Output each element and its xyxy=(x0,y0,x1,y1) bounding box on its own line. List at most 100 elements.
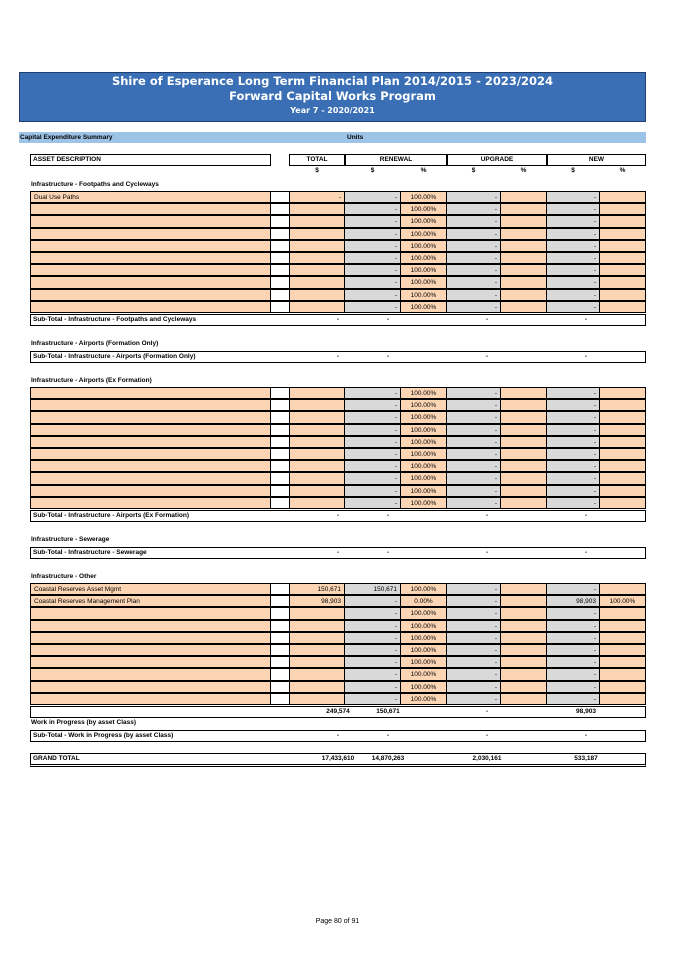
asset-description-cell xyxy=(30,472,271,485)
subtotal-row: 249,574 150,671 - 98,903 xyxy=(30,706,646,718)
upgrade-amount-cell: - xyxy=(447,484,500,497)
asset-description-cell xyxy=(30,252,271,265)
asset-description-cell xyxy=(30,399,271,412)
new-amount-cell: - xyxy=(547,583,599,596)
total-cell xyxy=(289,423,345,436)
upgrade-amount-cell: - xyxy=(447,276,500,289)
renewal-amount-cell: - xyxy=(345,595,400,608)
renewal-amount-cell: - xyxy=(345,399,400,412)
new-pct-cell: 100.00% xyxy=(599,595,646,608)
spacer-cell xyxy=(271,264,289,277)
upgrade-pct-cell xyxy=(500,496,547,509)
asset-description-cell xyxy=(30,227,271,240)
renewal-amount-cell: - xyxy=(345,411,400,424)
subtotal-renewal: - xyxy=(386,512,390,519)
upgrade-amount-cell: - xyxy=(447,399,500,412)
total-cell xyxy=(289,276,345,289)
subtotal-label: Sub-Total - Infrastructure - Sewerage xyxy=(33,549,147,556)
asset-description-cell xyxy=(30,387,271,400)
upgrade-amount-cell: - xyxy=(447,668,500,681)
new-pct-cell xyxy=(599,460,646,473)
upgrade-pct-cell xyxy=(500,411,547,424)
total-cell xyxy=(289,411,345,424)
upgrade-amount-cell: - xyxy=(447,448,500,461)
renewal-pct-unit: % xyxy=(420,167,427,174)
subtotal-label: Sub-Total - Infrastructure - Footpaths a… xyxy=(33,316,197,323)
new-unit: $ xyxy=(571,167,575,174)
renewal-pct-cell: 100.00% xyxy=(400,300,447,313)
new-pct-cell xyxy=(599,227,646,240)
new-pct-cell xyxy=(599,435,646,448)
new-pct-cell xyxy=(599,484,646,497)
renewal-pct-cell: 100.00% xyxy=(400,435,447,448)
spacer-cell xyxy=(271,692,289,705)
renewal-pct-cell: 100.00% xyxy=(400,215,447,228)
asset-description-cell xyxy=(30,411,271,424)
subtotal-upgrade: - xyxy=(485,732,489,739)
renewal-pct-cell: 100.00% xyxy=(400,387,447,400)
asset-description-cell xyxy=(30,215,271,228)
upgrade-amount-cell: - xyxy=(447,387,500,400)
renewal-amount-cell: - xyxy=(345,607,400,620)
new-pct-cell xyxy=(599,423,646,436)
spacer-cell xyxy=(271,215,289,228)
new-amount-cell: - xyxy=(547,496,599,509)
new-pct-cell xyxy=(599,668,646,681)
subtotal-total: - xyxy=(336,353,340,360)
upgrade-pct-cell xyxy=(500,619,547,632)
renewal-amount-cell: - xyxy=(345,203,400,216)
new-pct-cell xyxy=(599,644,646,657)
spacer-cell xyxy=(271,472,289,485)
upgrade-pct-cell xyxy=(500,656,547,669)
asset-description-cell xyxy=(30,239,271,252)
new-amount-cell: - xyxy=(547,191,599,204)
asset-description-cell xyxy=(30,288,271,301)
subtotal-renewal: - xyxy=(386,549,390,556)
asset-description-cell xyxy=(30,300,271,313)
upgrade-amount-cell: - xyxy=(447,644,500,657)
upgrade-pct-cell xyxy=(500,583,547,596)
spacer-cell xyxy=(271,203,289,216)
upgrade-pct-cell xyxy=(500,264,547,277)
total-cell xyxy=(289,484,345,497)
new-amount-cell: - xyxy=(547,631,599,644)
spacer-cell xyxy=(271,644,289,657)
upgrade-amount-cell: - xyxy=(447,435,500,448)
subtotal-renewal: 150,671 xyxy=(376,708,400,715)
upgrade-pct-cell xyxy=(500,607,547,620)
subtotal-upgrade: - xyxy=(485,316,489,323)
upgrade-amount-cell: - xyxy=(447,215,500,228)
renewal-pct-cell: 100.00% xyxy=(400,203,447,216)
asset-description-cell xyxy=(30,619,271,632)
renewal-unit: $ xyxy=(370,167,375,174)
renewal-amount-cell: - xyxy=(345,619,400,632)
renewal-amount-cell: 150,671 xyxy=(345,583,400,596)
asset-description-cell xyxy=(30,496,271,509)
section-title: Infrastructure - Footpaths and Cycleways xyxy=(31,181,159,188)
upgrade-amount-cell: - xyxy=(447,411,500,424)
new-pct-cell xyxy=(599,680,646,693)
total-cell xyxy=(289,631,345,644)
section-title: Infrastructure - Sewerage xyxy=(31,536,110,543)
new-amount-cell: - xyxy=(547,619,599,632)
spacer-cell xyxy=(271,668,289,681)
renewal-pct-cell: 100.00% xyxy=(400,423,447,436)
renewal-pct-cell: 100.00% xyxy=(400,607,447,620)
new-pct-cell xyxy=(599,583,646,596)
renewal-pct-cell: 100.00% xyxy=(400,448,447,461)
new-amount-cell: - xyxy=(547,227,599,240)
subtotal-total: - xyxy=(336,512,340,519)
total-cell xyxy=(289,496,345,509)
new-pct-unit: % xyxy=(619,167,626,174)
total-cell xyxy=(289,227,345,240)
new-amount-cell: - xyxy=(547,435,599,448)
upgrade-amount-cell: - xyxy=(447,264,500,277)
spacer-cell xyxy=(271,276,289,289)
units-label: Units xyxy=(347,134,364,141)
renewal-pct-cell: 100.00% xyxy=(400,264,447,277)
new-amount-cell: - xyxy=(547,668,599,681)
upgrade-amount-cell: - xyxy=(447,288,500,301)
section-title: Infrastructure - Airports (Formation Onl… xyxy=(31,340,159,347)
spacer-cell xyxy=(271,239,289,252)
renewal-pct-cell: 100.00% xyxy=(400,460,447,473)
